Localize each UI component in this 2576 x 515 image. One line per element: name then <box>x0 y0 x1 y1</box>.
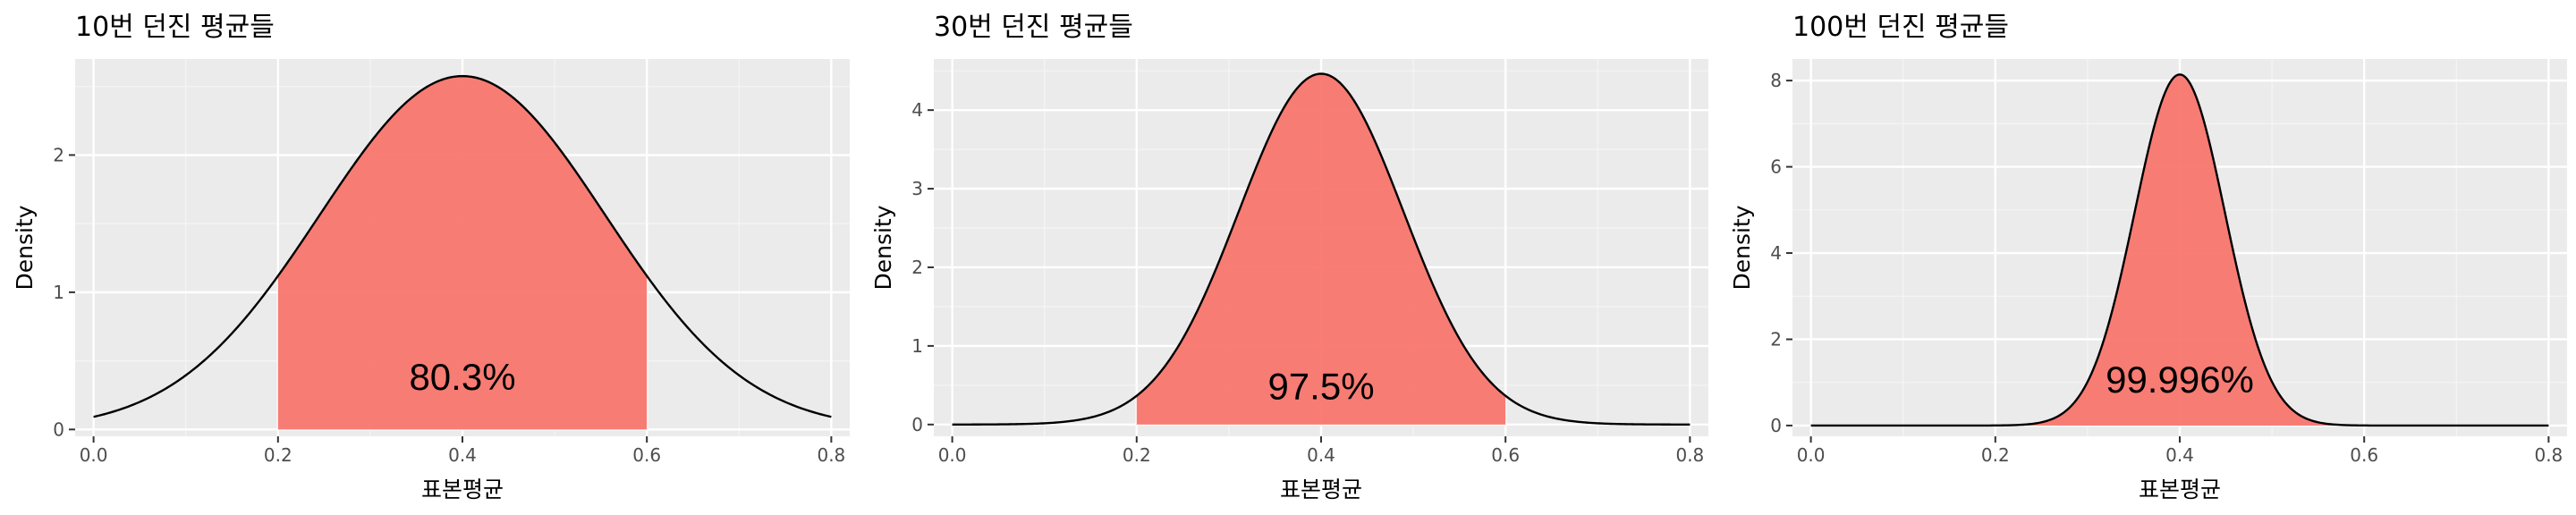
x-tick-label: 0.6 <box>632 444 661 466</box>
shaded-area <box>1995 74 2365 426</box>
chart-title: 100번 던진 평균들 <box>1792 12 2009 43</box>
y-tick-label: 0 <box>53 418 64 440</box>
panel-3: 99.996% 0.0 0.2 0.4 0.6 0.8 0 2 4 6 8 표본평균 Density 10… <box>1729 12 2567 502</box>
y-tick-label: 0 <box>1770 415 1782 436</box>
y-tick-label: 1 <box>53 282 64 303</box>
y-tick-label: 1 <box>911 335 923 357</box>
density-curve <box>93 74 832 418</box>
panel-1: 80.3% 0.0 0.2 0.4 0.6 0.8 0 1 2 표본평균 Density 10번 던진… <box>12 12 850 502</box>
x-tick-label: 0.8 <box>1675 444 1704 466</box>
annotation-label: 80.3% <box>409 356 515 398</box>
y-tick-label: 0 <box>911 414 923 435</box>
y-tick-label: 2 <box>911 257 923 278</box>
x-tick-label: 0.4 <box>2165 444 2194 466</box>
annotation-label: 99.996% <box>2106 359 2254 401</box>
y-axis-title: Density <box>12 205 38 290</box>
y-tick-label: 3 <box>911 178 923 199</box>
y-tick-label: 2 <box>53 144 64 165</box>
x-tick-label: 0.0 <box>1797 444 1826 466</box>
x-tick-label: 0.4 <box>448 444 477 466</box>
x-tick-label: 0.2 <box>264 444 292 466</box>
x-tick-label: 0.6 <box>1491 444 1520 466</box>
x-tick-label: 0.8 <box>2534 444 2563 466</box>
panel-2: 97.5% 0.0 0.2 0.4 0.6 0.8 0 1 2 3 4 표본평균 Density 30번 … <box>870 12 1708 502</box>
x-tick-label: 0.0 <box>938 444 967 466</box>
density-curve <box>952 72 1690 426</box>
x-axis-title: 표본평균 <box>2139 477 2221 502</box>
shaded-area <box>1136 73 1506 425</box>
x-tick-label: 0.2 <box>1981 444 2010 466</box>
x-tick-label: 0.4 <box>1307 444 1335 466</box>
x-tick-label: 0.0 <box>80 444 108 466</box>
y-tick-label: 2 <box>1770 328 1782 350</box>
y-tick-label: 4 <box>911 99 923 121</box>
x-tick-label: 0.8 <box>817 444 845 466</box>
chart-title: 30번 던진 평균들 <box>934 12 1133 43</box>
y-axis-title: Density <box>870 205 896 290</box>
y-tick-label: 4 <box>1770 242 1782 264</box>
annotation-label: 97.5% <box>1267 365 1374 407</box>
x-axis-title: 표본평균 <box>1280 477 1362 502</box>
chart-title: 10번 던진 평균들 <box>75 12 275 43</box>
x-tick-label: 0.2 <box>1123 444 1151 466</box>
y-tick-label: 8 <box>1770 70 1782 91</box>
y-axis-title: Density <box>1729 205 1755 290</box>
shaded-area <box>277 76 648 430</box>
y-tick-label: 6 <box>1770 156 1782 178</box>
density-curve <box>1810 73 2549 427</box>
x-axis-title: 표본평균 <box>421 477 504 502</box>
x-tick-label: 0.6 <box>2350 444 2378 466</box>
